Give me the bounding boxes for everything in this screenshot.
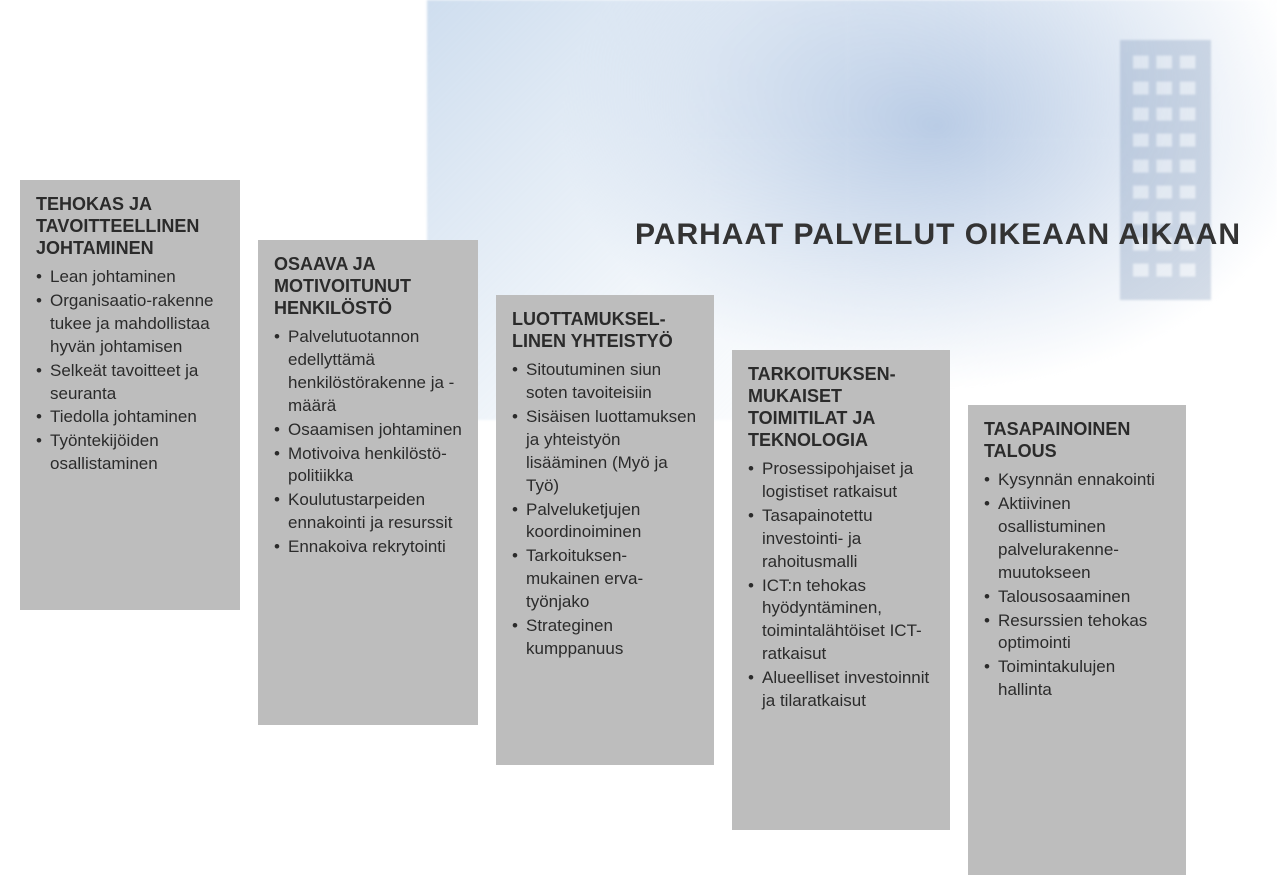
card-list-item: Sitoutuminen siun soten tavoiteisiin: [512, 359, 698, 405]
banner-title: PARHAAT PALVELUT OIKEAAN AIKAAN: [481, 218, 1241, 252]
card-title: TARKOITUKSEN-MUKAISET TOIMITILAT JA TEKN…: [748, 364, 934, 452]
card-list-item: Koulutustarpeiden ennakointi ja resurssi…: [274, 489, 462, 535]
card-list-item: Alueelliset investoinnit ja tilaratkaisu…: [748, 667, 934, 713]
card-list-item: Aktiivinen osallistuminen palvelurakenne…: [984, 493, 1170, 585]
strategy-card: TARKOITUKSEN-MUKAISET TOIMITILAT JA TEKN…: [732, 350, 950, 830]
card-list-item: ICT:n tehokas hyödyntäminen, toimintaläh…: [748, 575, 934, 667]
card-list: Palvelutuotannon edellyttämä henkilöstör…: [274, 326, 462, 559]
building-silhouette-icon: [1107, 40, 1237, 300]
card-list-item: Motivoiva henkilöstö-politiikka: [274, 443, 462, 489]
card-list-item: Tiedolla johtaminen: [36, 406, 224, 429]
strategy-card: OSAAVA JA MOTIVOITUNUT HENKILÖSTÖPalvelu…: [258, 240, 478, 725]
strategy-card: TEHOKAS JA TAVOITTEELLINEN JOHTAMINENLea…: [20, 180, 240, 610]
card-list-item: Osaamisen johtaminen: [274, 419, 462, 442]
card-list-item: Prosessipohjaiset ja logistiset ratkaisu…: [748, 458, 934, 504]
card-title: OSAAVA JA MOTIVOITUNUT HENKILÖSTÖ: [274, 254, 462, 320]
card-list: Prosessipohjaiset ja logistiset ratkaisu…: [748, 458, 934, 713]
card-list-item: Resurssien tehokas optimointi: [984, 610, 1170, 656]
strategy-card: TASAPAINOINEN TALOUS Kysynnän ennakointiA…: [968, 405, 1186, 875]
card-list-item: Palveluketjujen koordinoiminen: [512, 499, 698, 545]
card-list-item: Tarkoituksen-mukainen erva-työnjako: [512, 545, 698, 614]
card-list-item: Selkeät tavoitteet ja seuranta: [36, 360, 224, 406]
card-list-item: Talousosaaminen: [984, 586, 1170, 609]
card-list-item: Työntekijöiden osallistaminen: [36, 430, 224, 476]
card-list-item: Palvelutuotannon edellyttämä henkilöstör…: [274, 326, 462, 418]
card-list-item: Kysynnän ennakointi: [984, 469, 1170, 492]
card-list: Sitoutuminen siun soten tavoiteisiinSisä…: [512, 359, 698, 661]
card-list-item: Organisaatio-rakenne tukee ja mahdollist…: [36, 290, 224, 359]
card-title: TEHOKAS JA TAVOITTEELLINEN JOHTAMINEN: [36, 194, 224, 260]
strategy-card: LUOTTAMUKSEL-LINEN YHTEISTYÖ Sitoutuminen…: [496, 295, 714, 765]
card-list-item: Tasapainotettu investointi- ja rahoitusm…: [748, 505, 934, 574]
card-list-item: Toimintakulujen hallinta: [984, 656, 1170, 702]
card-list: Lean johtaminenOrganisaatio-rakenne tuke…: [36, 266, 224, 476]
card-title: LUOTTAMUKSEL-LINEN YHTEISTYÖ: [512, 309, 698, 353]
card-list-item: Lean johtaminen: [36, 266, 224, 289]
card-list-item: Ennakoiva rekrytointi: [274, 536, 462, 559]
card-title: TASAPAINOINEN TALOUS: [984, 419, 1170, 463]
card-list-item: Sisäisen luottamuksen ja yhteistyön lisä…: [512, 406, 698, 498]
card-list-item: Strateginen kumppanuus: [512, 615, 698, 661]
card-list: Kysynnän ennakointiAktiivinen osallistum…: [984, 469, 1170, 702]
